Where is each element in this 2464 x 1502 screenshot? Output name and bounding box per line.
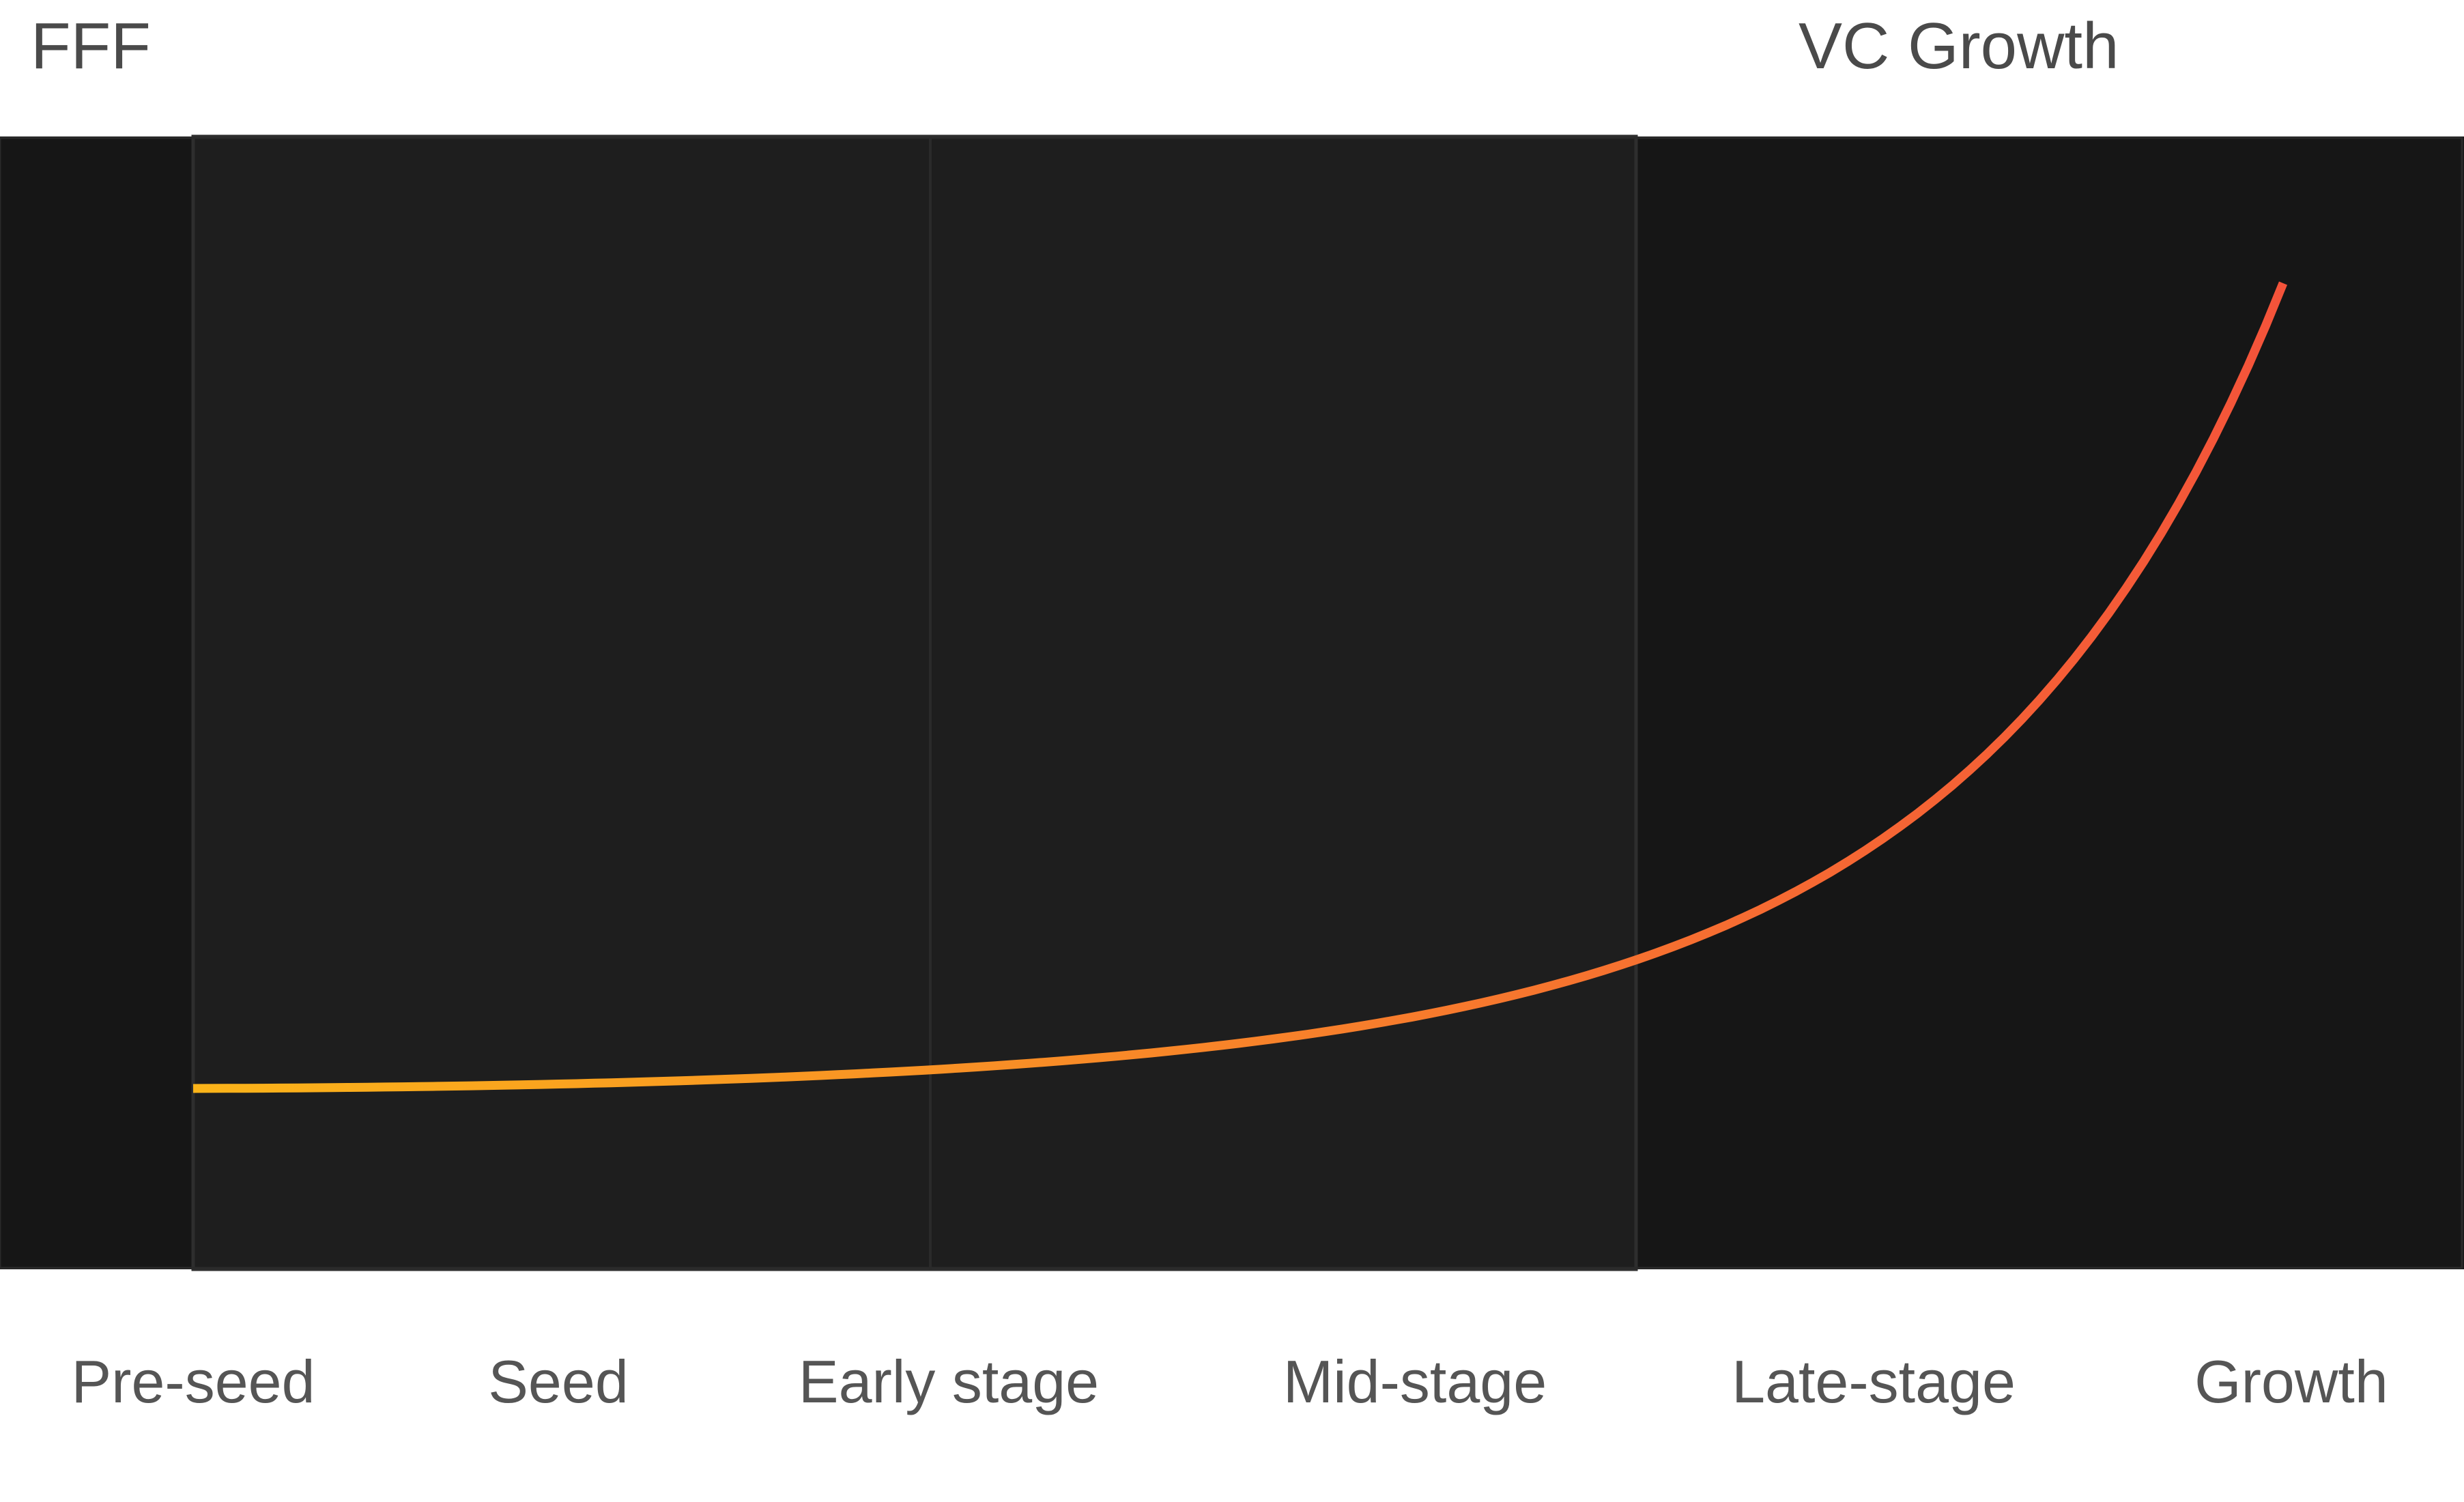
stage-label-growth: Growth xyxy=(2194,1348,2388,1415)
stage-label-mid-stage: Mid-stage xyxy=(1283,1348,1547,1415)
stage-label-early-stage: Early stage xyxy=(799,1348,1099,1415)
phase-band-3 xyxy=(930,136,1636,1269)
highlight-band-border xyxy=(191,134,1638,1271)
chart-outer-border xyxy=(0,136,2463,1269)
stage-label-late-stage: Late-stage xyxy=(1732,1348,2016,1415)
phase-band-2 xyxy=(193,136,930,1269)
phase-band-fff xyxy=(0,136,193,1269)
stage-label-pre-seed: Pre-seed xyxy=(71,1348,315,1415)
growth-curve xyxy=(192,281,2288,1093)
phase-label-vc-growth: VC Growth xyxy=(1799,10,2119,83)
phase-label-fff: FFF xyxy=(31,10,151,83)
stage-label-seed: Seed xyxy=(488,1348,629,1415)
phase-band-vc-growth xyxy=(1636,136,2464,1269)
